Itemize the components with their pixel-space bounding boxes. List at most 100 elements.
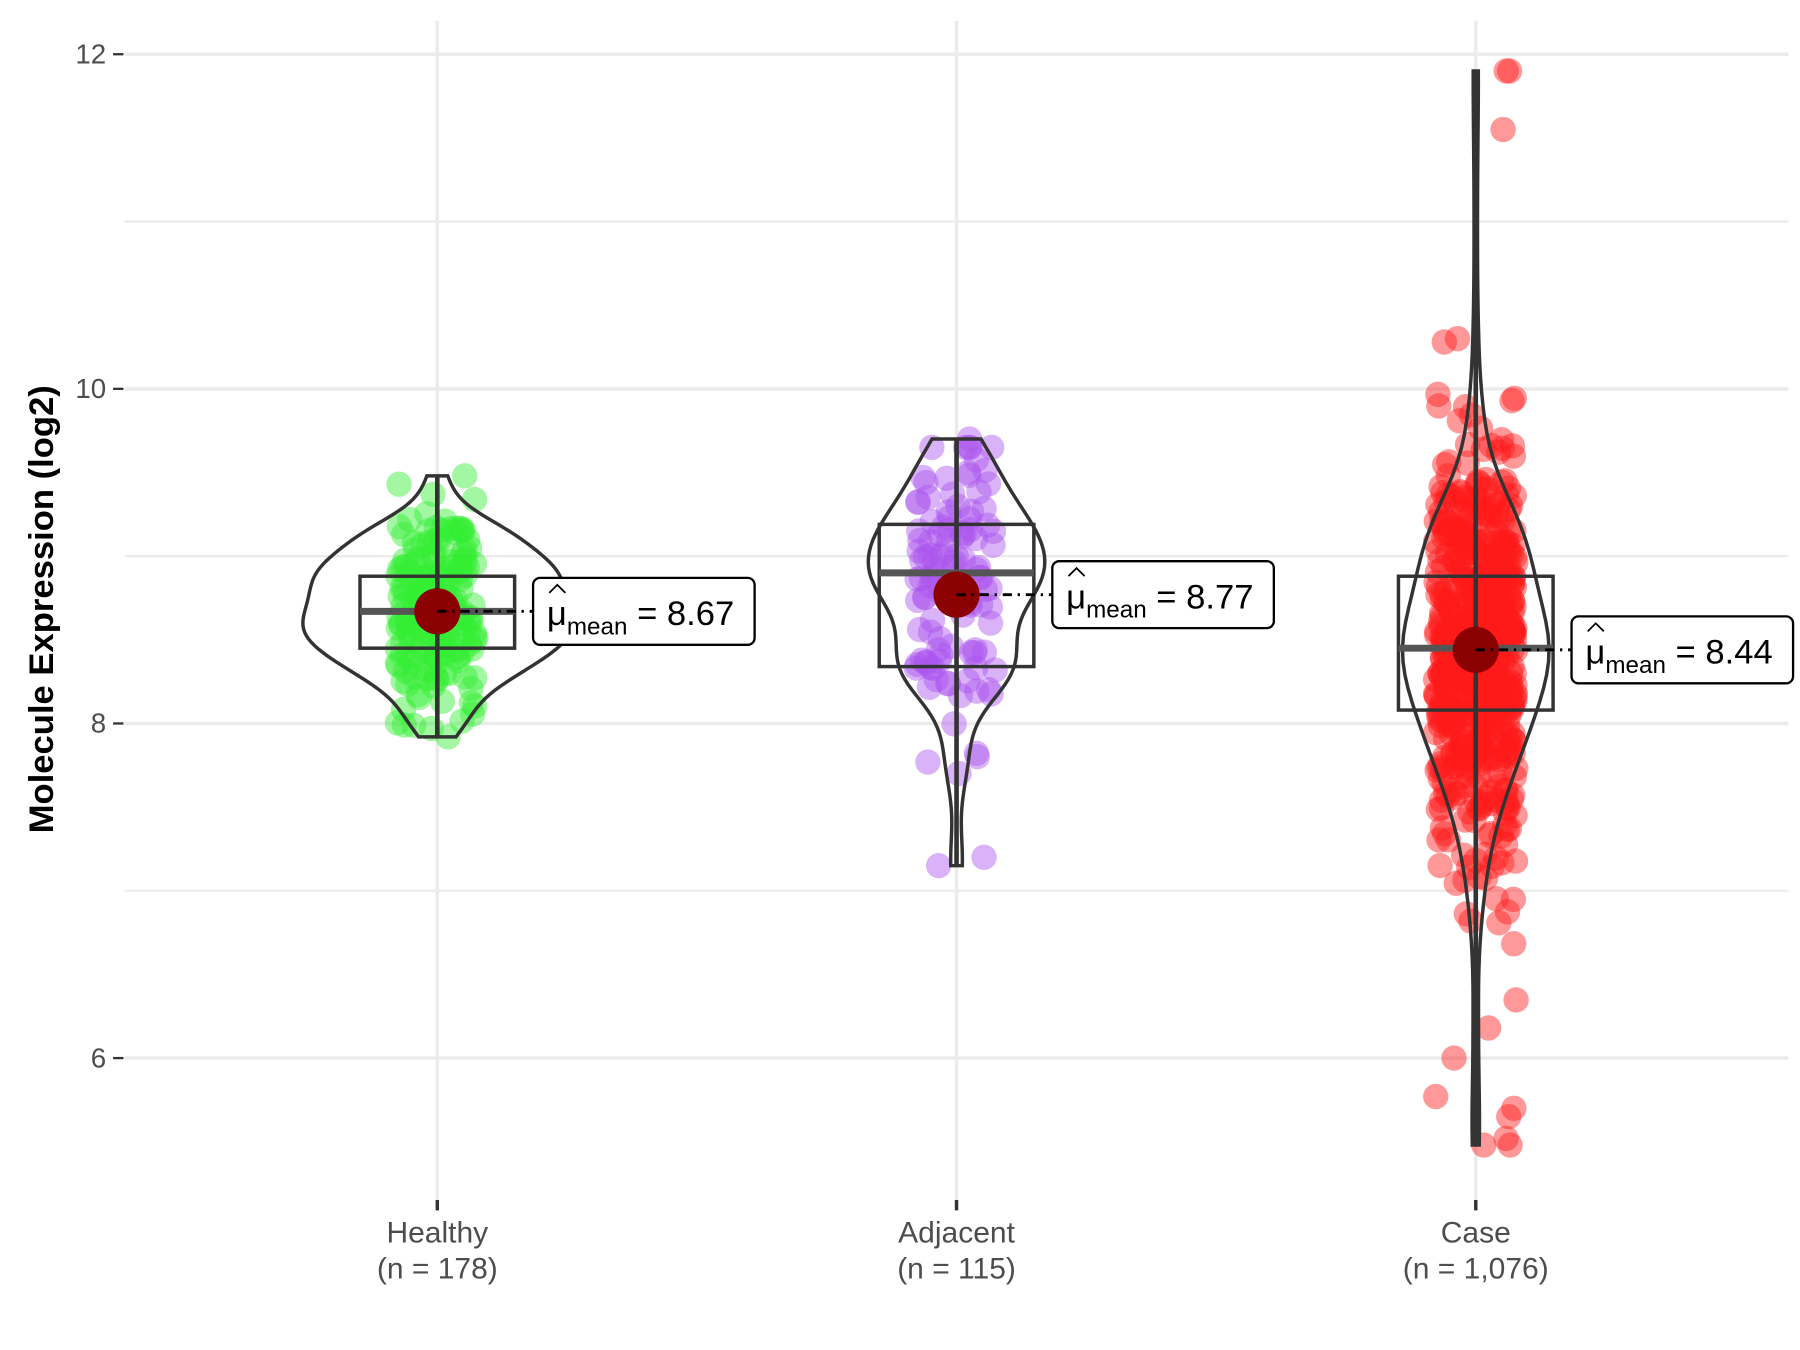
data-point [395, 671, 421, 698]
data-point [917, 528, 944, 555]
data-point [410, 532, 436, 558]
data-point [1484, 571, 1510, 598]
data-point [1490, 116, 1516, 143]
data-point [387, 583, 413, 610]
data-point [982, 657, 1008, 683]
data-point [455, 618, 481, 645]
data-point [1489, 435, 1516, 461]
data-point [436, 567, 462, 593]
data-point [1483, 591, 1509, 617]
data-point [1473, 671, 1499, 697]
data-point [1428, 600, 1455, 627]
data-point [1431, 329, 1457, 355]
data-point [1500, 532, 1526, 559]
data-point [1466, 675, 1492, 702]
data-point [1474, 694, 1500, 720]
mean-label: μmean = 8.77 [1066, 578, 1253, 623]
data-point [935, 670, 961, 697]
data-point [1429, 756, 1455, 783]
data-point [1491, 528, 1518, 554]
data-point [907, 527, 933, 554]
data-point [1474, 602, 1501, 629]
data-point [1474, 576, 1500, 603]
data-point [1472, 478, 1498, 504]
data-point [451, 551, 477, 577]
data-point [1427, 660, 1453, 687]
data-point [1453, 501, 1480, 527]
data-point [1460, 710, 1486, 737]
data-point [1497, 669, 1523, 695]
data-point [1481, 581, 1508, 607]
data-point [1459, 669, 1486, 696]
data-point [1434, 655, 1460, 682]
data-point [461, 551, 488, 577]
data-point [1422, 681, 1449, 707]
data-point [1496, 722, 1523, 749]
data-point [395, 617, 422, 644]
data-point [1484, 610, 1511, 636]
data-point [1451, 519, 1477, 545]
y-tick-label: 8 [91, 708, 106, 739]
data-point [444, 515, 470, 541]
data-point [1434, 540, 1461, 567]
data-point [1432, 675, 1458, 701]
data-point [1425, 381, 1451, 408]
data-point [1444, 549, 1471, 576]
data-point [1492, 700, 1518, 727]
data-point [1478, 432, 1505, 459]
data-point [921, 548, 948, 574]
data-point [1437, 712, 1463, 738]
violin-outline [1400, 69, 1551, 1147]
data-point [391, 575, 417, 601]
y-tick-label: 6 [91, 1042, 106, 1073]
data-point [1429, 661, 1456, 687]
data-point [1481, 488, 1507, 515]
data-point [1485, 607, 1512, 633]
data-point [1480, 589, 1506, 616]
data-point [1484, 500, 1510, 526]
data-point [1441, 753, 1468, 779]
data-point [449, 708, 475, 734]
data-point [397, 559, 424, 585]
data-point [912, 650, 939, 676]
data-point [1453, 671, 1479, 697]
data-point [399, 648, 425, 674]
data-point [917, 619, 944, 645]
data-point [1452, 773, 1478, 799]
data-point [1425, 796, 1452, 823]
data-point [1452, 566, 1478, 592]
data-point [1478, 492, 1504, 518]
data-point [1459, 746, 1485, 772]
data-point [389, 575, 415, 601]
data-point [461, 665, 488, 691]
data-point [441, 519, 468, 546]
data-point [1473, 588, 1500, 614]
data-point [1492, 546, 1518, 573]
data-point [1432, 578, 1459, 605]
data-point [385, 615, 411, 641]
data-point [1496, 515, 1523, 542]
data-point [436, 561, 462, 587]
data-point [1426, 706, 1453, 733]
data-point [1475, 496, 1501, 522]
data-point [1471, 514, 1498, 540]
data-point [1483, 664, 1510, 691]
data-point [1485, 537, 1512, 563]
data-point [1493, 777, 1519, 804]
data-point [920, 655, 946, 682]
data-point [1437, 597, 1463, 623]
data-point [1435, 617, 1461, 643]
data-point [1472, 606, 1499, 632]
data-point [392, 658, 419, 684]
data-point [1481, 592, 1508, 618]
data-point [1475, 574, 1501, 600]
data-point [1486, 910, 1512, 936]
data-point [1500, 588, 1526, 615]
data-point [1442, 709, 1468, 736]
data-point [1454, 667, 1480, 694]
data-point [1471, 721, 1498, 748]
data-point [1494, 529, 1520, 555]
data-point [1501, 385, 1528, 411]
data-point [906, 616, 933, 643]
data-point [1501, 594, 1527, 620]
